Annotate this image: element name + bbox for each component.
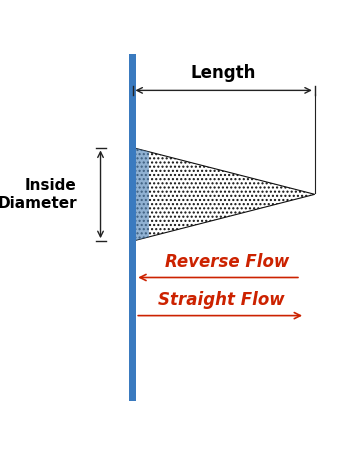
Text: Reverse Flow: Reverse Flow (165, 253, 289, 271)
Text: Length: Length (191, 64, 256, 82)
Polygon shape (132, 148, 315, 241)
Polygon shape (132, 148, 149, 241)
Bar (130, 54, 136, 400)
Text: Inside
Diameter: Inside Diameter (0, 178, 77, 211)
Text: Straight Flow: Straight Flow (158, 291, 285, 309)
